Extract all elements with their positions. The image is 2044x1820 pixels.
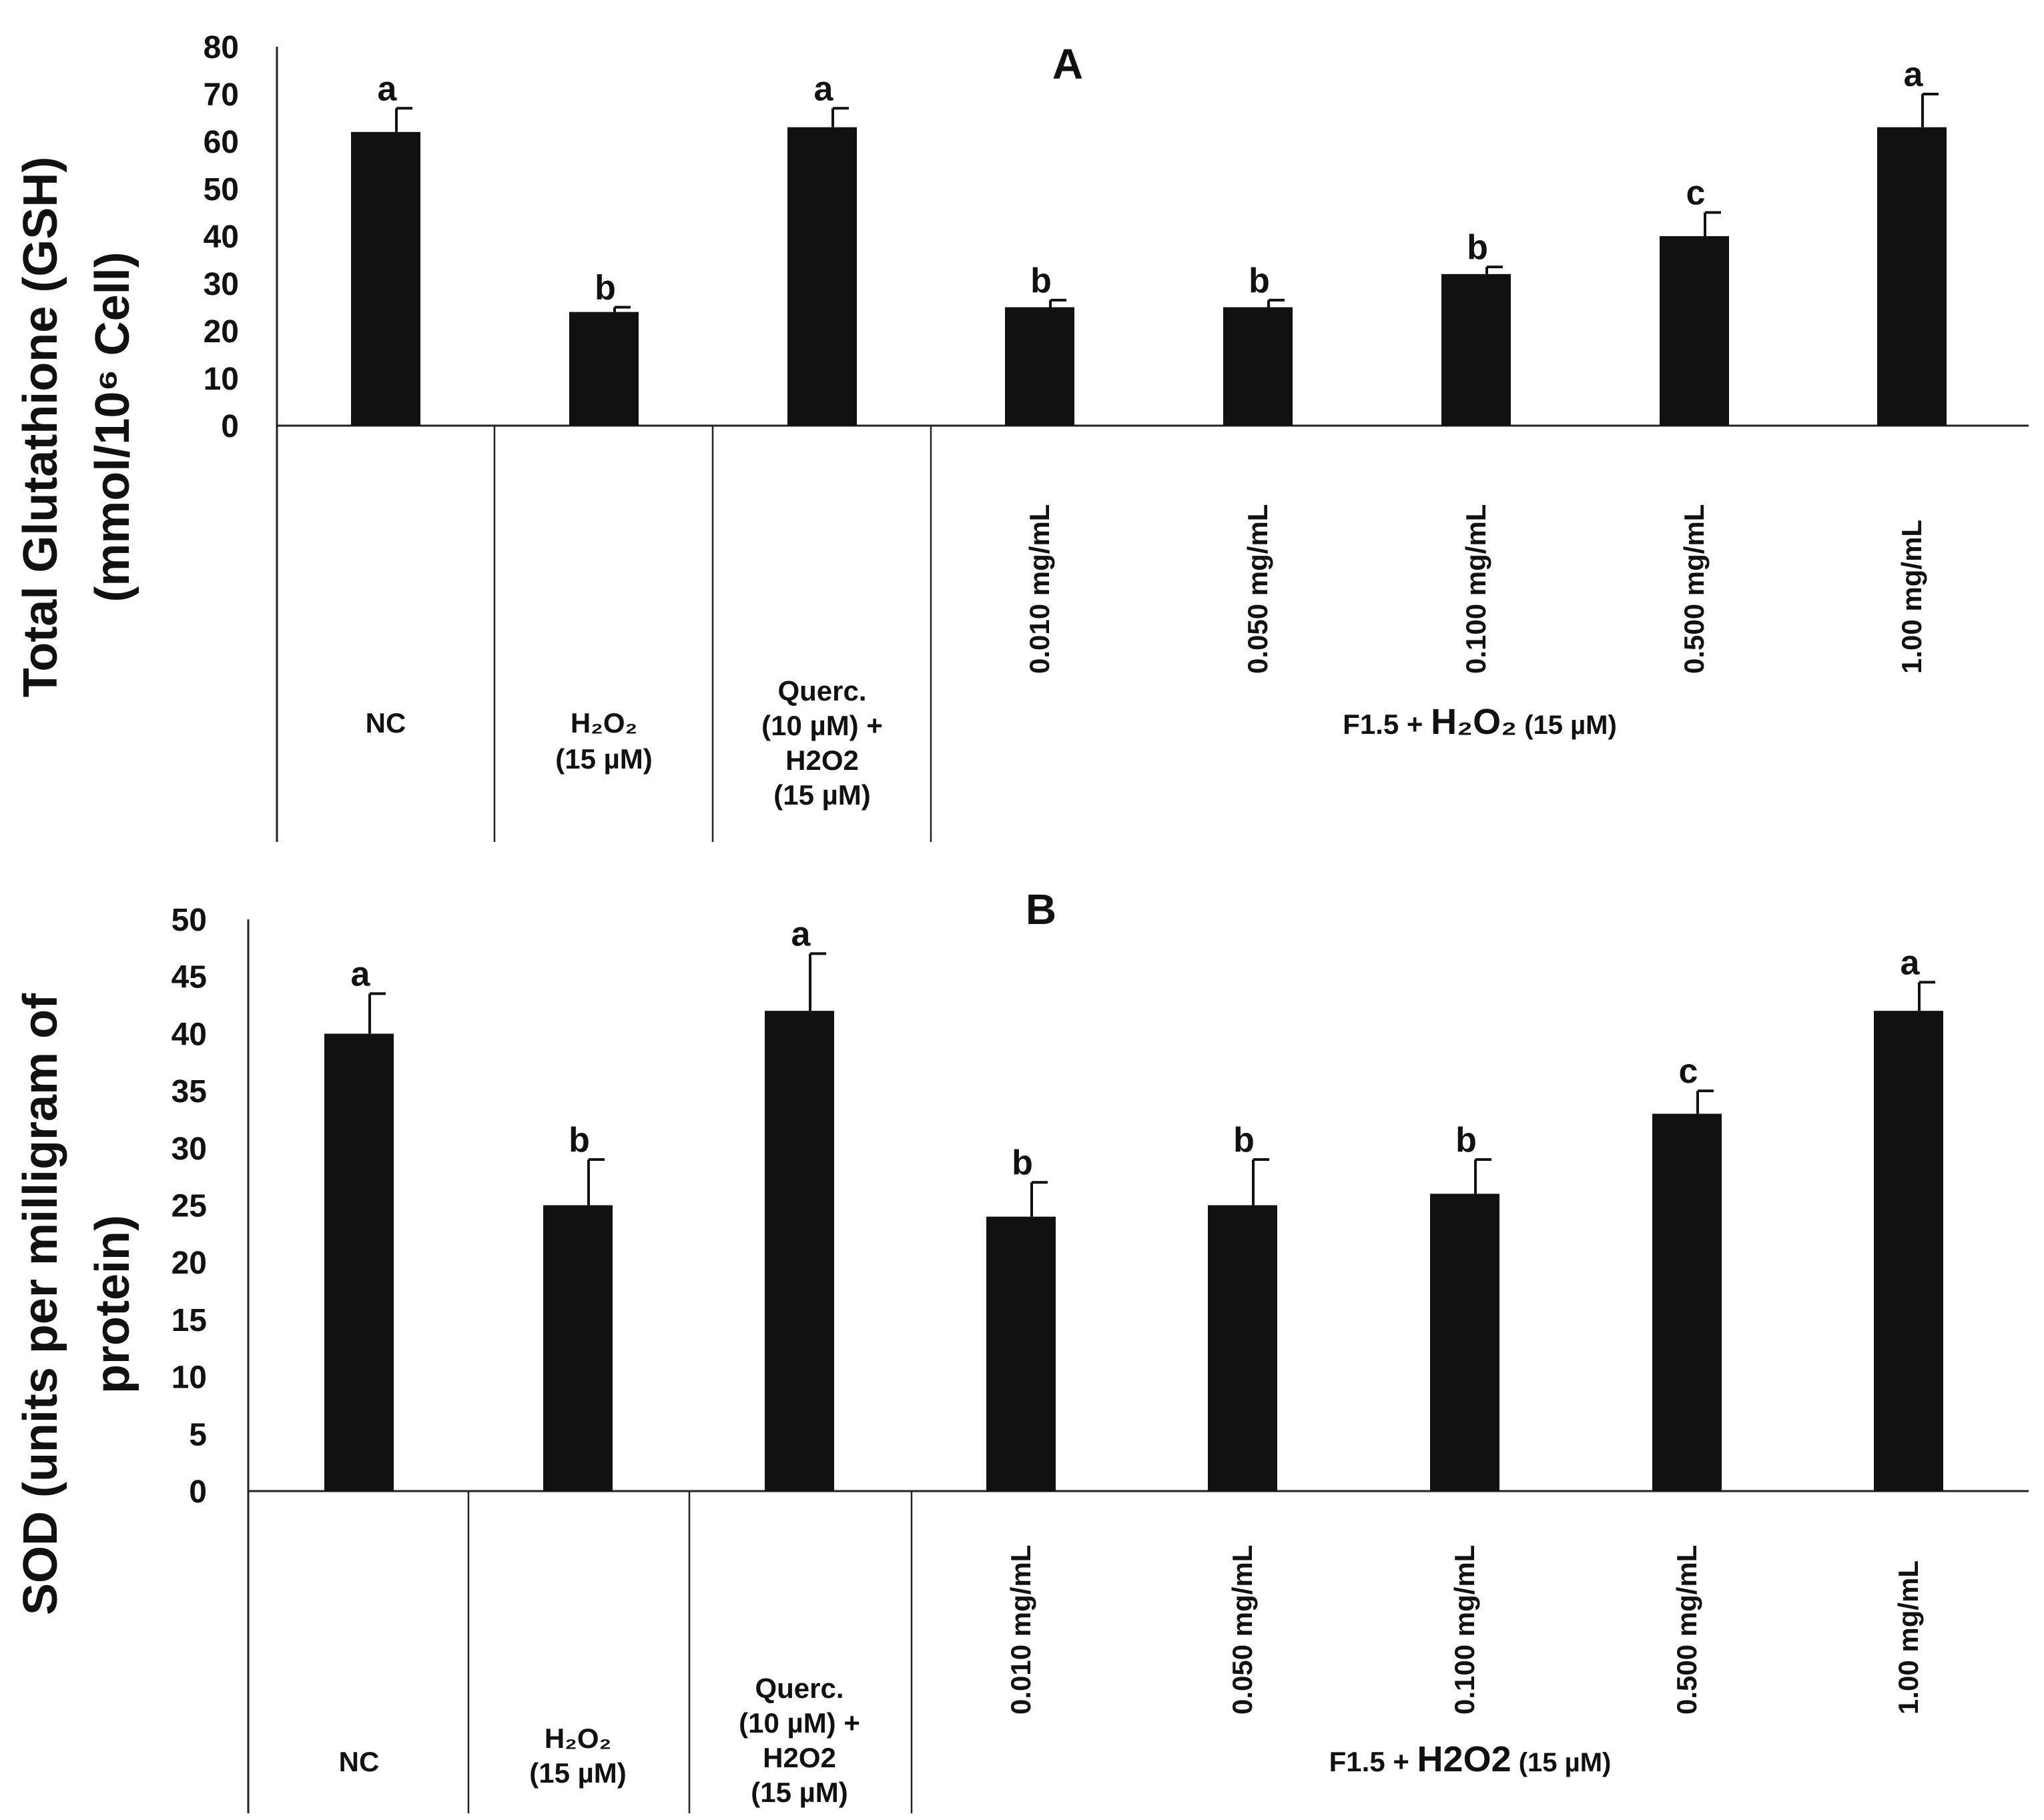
significance-letter: b <box>1249 262 1270 300</box>
bar <box>1005 307 1074 426</box>
bar <box>569 312 639 426</box>
y-tick-label: 15 <box>172 1303 207 1338</box>
bar <box>765 1011 834 1491</box>
bar <box>1652 1113 1722 1491</box>
category-label-f15-group: F1.5 + H2O2 (15 µM) <box>1329 1739 1612 1779</box>
bar <box>543 1205 613 1491</box>
y-tick-label: 30 <box>172 1131 207 1167</box>
category-label-h2o2: H₂O₂ <box>571 707 637 739</box>
concentration-label: 1.00 mg/mL <box>1893 1560 1924 1715</box>
chart-panel-a: 80 70 60 50 40 30 20 10 0 Total Glutathione (GSH)… <box>14 30 2029 842</box>
category-label-f15-group: F1.5 + H₂O₂ (15 µM) <box>1343 702 1617 742</box>
y-tick-label: 20 <box>172 1246 207 1281</box>
category-label-querc: (15 µM) <box>773 779 871 811</box>
y-axis-title: Total Glutathione (GSH) <box>14 157 67 698</box>
significance-letter: b <box>1455 1121 1477 1160</box>
y-tick-label: 30 <box>204 267 239 302</box>
concentration-label: 0.010 mg/mL <box>1005 1545 1036 1715</box>
significance-letter: c <box>1679 1052 1698 1091</box>
bar <box>1660 236 1729 426</box>
bar <box>787 127 857 426</box>
y-tick-label: 10 <box>172 1360 207 1396</box>
concentration-label: 0.010 mg/mL <box>1024 504 1055 674</box>
y-tick-label: 20 <box>204 314 239 350</box>
y-tick-label: 40 <box>204 219 239 255</box>
panel-label: A <box>1052 40 1083 88</box>
category-label-querc: Querc. <box>777 675 866 707</box>
concentration-label: 0.100 mg/mL <box>1460 504 1491 674</box>
category-label-nc: NC <box>366 707 406 739</box>
category-label-h2o2: H₂O₂ <box>545 1723 611 1754</box>
y-tick-label: 0 <box>189 1474 207 1510</box>
bar <box>1441 274 1511 426</box>
category-label-querc: (15 µM) <box>751 1777 848 1808</box>
bar <box>351 131 420 426</box>
y-tick-label: 0 <box>221 409 239 444</box>
concentration-label: 0.500 mg/mL <box>1678 504 1710 674</box>
significance-letter: a <box>351 955 371 993</box>
significance-letter: a <box>791 915 811 953</box>
y-tick-label: 5 <box>189 1417 207 1452</box>
y-tick-label: 40 <box>172 1017 207 1052</box>
significance-letter: b <box>1012 1144 1033 1182</box>
bar <box>324 1033 394 1491</box>
concentration-label: 1.00 mg/mL <box>1896 520 1927 674</box>
category-label-h2o2: (15 µM) <box>555 743 653 775</box>
bar <box>1874 1011 1943 1491</box>
significance-letter: b <box>569 1121 590 1160</box>
y-tick-label: 50 <box>204 172 239 207</box>
significance-letter: b <box>595 269 616 308</box>
y-tick-label: 80 <box>204 30 239 65</box>
panel-label: B <box>1026 885 1056 933</box>
concentration-label: 0.100 mg/mL <box>1449 1545 1480 1715</box>
y-tick-label: 60 <box>204 125 239 160</box>
category-label-querc: (10 µM) + <box>739 1707 860 1739</box>
significance-letter: a <box>814 69 834 108</box>
y-tick-label: 45 <box>172 960 207 995</box>
concentration-label: 0.050 mg/mL <box>1227 1545 1258 1715</box>
concentration-label: 0.500 mg/mL <box>1671 1545 1702 1715</box>
category-label-nc: NC <box>339 1746 380 1777</box>
concentration-label: 0.050 mg/mL <box>1242 504 1273 674</box>
bar <box>1223 307 1293 426</box>
y-axis-title-line2: (mmol/10⁶ Cell) <box>86 252 139 602</box>
y-axis-title: SOD (units per milligram of <box>14 993 67 1615</box>
y-tick-label: 70 <box>204 77 239 113</box>
category-label-h2o2: (15 µM) <box>529 1757 627 1789</box>
y-tick-label: 35 <box>172 1074 207 1109</box>
category-label-querc: (10 µM) + <box>761 710 883 741</box>
significance-letter: a <box>1901 943 1921 982</box>
bar <box>1430 1194 1499 1491</box>
significance-letter: c <box>1686 174 1706 213</box>
bar <box>1877 127 1947 426</box>
y-tick-label: 25 <box>172 1189 207 1224</box>
y-tick-label: 10 <box>204 362 239 397</box>
bar <box>986 1216 1056 1491</box>
category-label-querc: H2O2 <box>785 745 859 776</box>
significance-letter: b <box>1030 262 1052 300</box>
y-tick-label: 50 <box>172 903 207 938</box>
y-axis-title-line2: protein) <box>86 1215 139 1394</box>
significance-letter: b <box>1233 1121 1255 1160</box>
significance-letter: a <box>1904 55 1924 94</box>
significance-letter: b <box>1467 228 1488 267</box>
bar <box>1208 1205 1277 1491</box>
category-label-querc: H2O2 <box>763 1742 836 1773</box>
significance-letter: a <box>378 69 398 108</box>
category-label-querc: Querc. <box>755 1673 843 1704</box>
